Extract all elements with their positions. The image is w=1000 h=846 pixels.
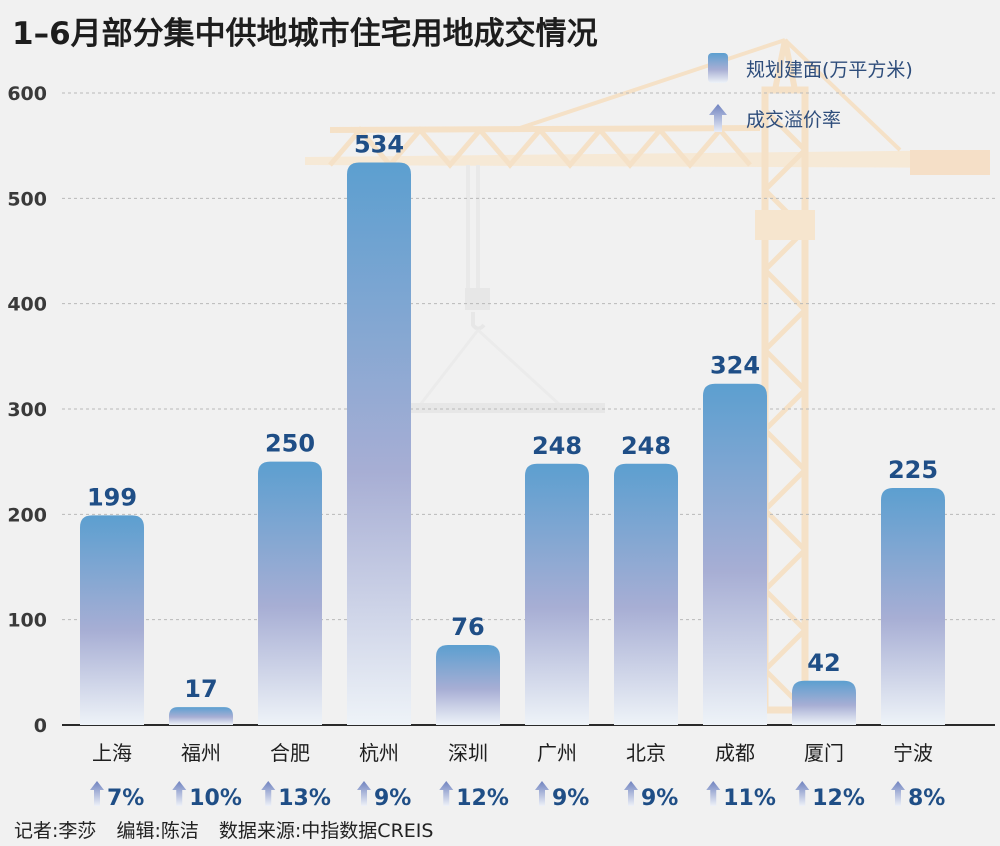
up-arrow-icon <box>795 781 810 806</box>
x-tick-label: 福州 <box>181 741 221 765</box>
legend-rate: 成交溢价率 <box>708 103 841 133</box>
x-tick-label: 厦门 <box>804 741 844 765</box>
bar-value-label: 534 <box>354 131 404 159</box>
up-arrow-icon <box>891 781 905 806</box>
up-arrow-icon <box>172 781 187 806</box>
x-tick-label: 上海 <box>92 741 132 765</box>
y-tick-label: 200 <box>7 504 47 526</box>
premium-rate-label: 9% <box>552 786 589 811</box>
value-labels: 199 17 250 534 76 248 248 324 42 225 <box>87 131 938 704</box>
x-tick-label: 广州 <box>537 741 577 765</box>
legend-swatch <box>708 53 728 83</box>
bar <box>169 707 233 725</box>
bar <box>703 383 767 725</box>
x-tick-label: 北京 <box>626 741 666 765</box>
x-tick-label: 合肥 <box>270 741 310 765</box>
bar <box>436 644 500 725</box>
y-tick-label: 300 <box>7 399 47 421</box>
y-tick-label: 100 <box>7 610 47 632</box>
x-tick-label: 宁波 <box>893 741 933 765</box>
premium-rate-label: 9% <box>641 786 678 811</box>
bar <box>347 162 411 725</box>
up-arrow-icon <box>90 781 104 806</box>
bars <box>80 162 945 725</box>
up-arrow-icon <box>261 781 276 806</box>
x-tick-label: 深圳 <box>448 741 488 765</box>
bar-value-label: 324 <box>710 352 760 380</box>
y-tick-label: 0 <box>34 715 47 737</box>
bar <box>80 515 144 725</box>
premium-rate-label: 8% <box>908 786 945 811</box>
legend-area-label: 规划建面(万平方米) <box>746 58 913 81</box>
legend-area: 规划建面(万平方米) <box>708 53 913 83</box>
bar <box>881 488 945 725</box>
credit-reporter: 记者:李莎 <box>14 820 97 842</box>
bar-value-label: 225 <box>888 456 938 484</box>
x-axis: 上海 福州 合肥 杭州 深圳 广州 北京 成都 厦门 宁波 <box>92 741 933 765</box>
bar <box>258 461 322 725</box>
premium-rate-label: 10% <box>189 786 242 811</box>
crane-illustration <box>305 38 990 714</box>
premium-rate-label: 12% <box>456 786 509 811</box>
premium-rate-label: 7% <box>107 786 144 811</box>
up-arrow-icon <box>357 781 371 806</box>
up-arrow-icon <box>439 781 454 806</box>
premium-rate-label: 12% <box>812 786 865 811</box>
y-tick-label: 500 <box>7 188 47 210</box>
up-arrow-icon <box>624 781 638 806</box>
bar-value-label: 17 <box>184 675 217 703</box>
up-arrow-icon <box>709 104 727 132</box>
premium-rate-label: 11% <box>723 786 776 811</box>
bar-value-label: 250 <box>265 430 315 458</box>
bar-value-label: 248 <box>532 432 582 460</box>
premium-rate-row: 7% 10% 13% 9% 12% 9% 9% 11% 12% 8% <box>90 781 945 811</box>
up-arrow-icon <box>706 781 721 806</box>
x-tick-label: 杭州 <box>359 741 399 765</box>
bar <box>792 680 856 725</box>
credit-source: 数据来源:中指数据CREIS <box>218 820 434 842</box>
y-tick-label: 600 <box>7 83 47 105</box>
bar-value-label: 199 <box>87 483 137 511</box>
bar-value-label: 42 <box>807 649 840 677</box>
credits: 记者:李莎 编辑:陈洁 数据来源:中指数据CREIS <box>14 816 447 843</box>
legend-rate-label: 成交溢价率 <box>746 108 842 131</box>
x-tick-label: 成都 <box>715 741 755 765</box>
bar-value-label: 248 <box>621 432 671 460</box>
bar <box>525 463 589 725</box>
bar <box>614 463 678 725</box>
y-tick-label: 400 <box>7 294 47 316</box>
y-axis: 0 100 200 300 400 500 600 <box>7 83 47 737</box>
premium-rate-label: 9% <box>374 786 411 811</box>
bar-value-label: 76 <box>451 613 484 641</box>
up-arrow-icon <box>535 781 549 806</box>
premium-rate-label: 13% <box>278 786 331 811</box>
credit-editor: 编辑:陈洁 <box>116 820 199 842</box>
chart-title: 1–6月部分集中供地城市住宅用地成交情况 <box>12 16 598 52</box>
